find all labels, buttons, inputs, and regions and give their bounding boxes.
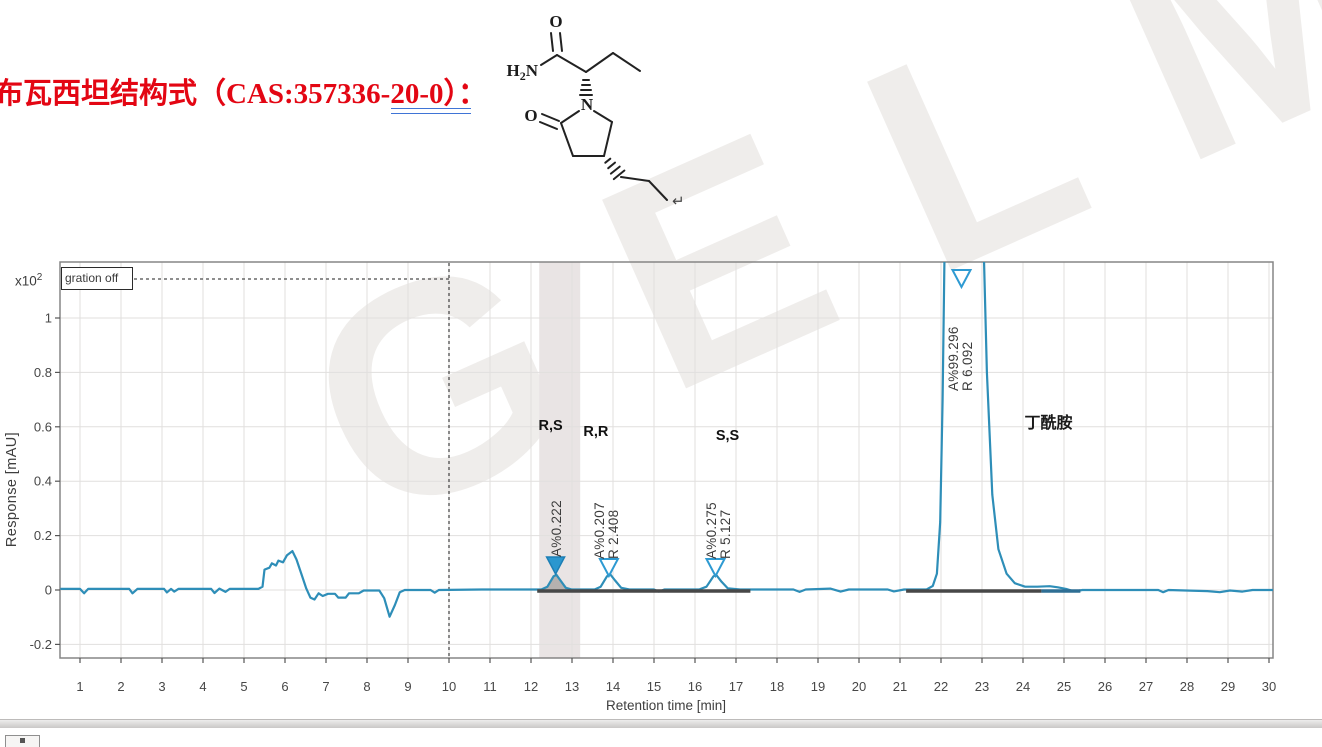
- bond: [541, 113, 560, 122]
- peak-value-label: R 6.092: [959, 341, 975, 391]
- chemical-structure: O O N H2N ↵: [506, 12, 685, 210]
- chromatogram-trace: [60, 262, 1273, 618]
- x-tick-label: 5: [240, 679, 247, 694]
- bond: [603, 121, 613, 157]
- x-tick-label: 28: [1180, 679, 1194, 694]
- bond: [620, 176, 650, 182]
- x-tick-label: 11: [483, 679, 497, 694]
- peak-marker-open-triangle: [598, 558, 620, 579]
- selection-band: [539, 262, 581, 658]
- peak-name-label: 丁酰胺: [1024, 415, 1073, 432]
- bond: [585, 52, 614, 73]
- bond: [593, 110, 613, 123]
- x-tick-label: 1: [76, 679, 83, 694]
- x-tick-label: 26: [1098, 679, 1112, 694]
- bond: [560, 122, 574, 157]
- y-tick-label: 0: [45, 583, 52, 598]
- x-tick-label: 23: [975, 679, 989, 694]
- x-tick-label: 22: [934, 679, 948, 694]
- x-tick-label: 15: [647, 679, 661, 694]
- heading-mark: ': [463, 78, 467, 103]
- x-tick-label: 6: [281, 679, 288, 694]
- x-tick-label: 4: [199, 679, 206, 694]
- window-divider-bar: [0, 719, 1322, 728]
- peak-name-label: R,R: [583, 424, 609, 440]
- x-tick-label: 29: [1221, 679, 1235, 694]
- peak-value-label: A%0.207: [591, 502, 607, 559]
- peak-value-label: R 5.127: [717, 509, 733, 559]
- bond: [550, 32, 554, 52]
- x-tick-label: 2: [117, 679, 124, 694]
- x-tick-label: 7: [322, 679, 329, 694]
- y-tick-label: 0.8: [34, 365, 52, 380]
- x-tick-label: 16: [688, 679, 702, 694]
- x-tick-label: 17: [729, 679, 743, 694]
- peak-value-label: A%99.296: [945, 326, 961, 391]
- peak-marker-open-triangle: [704, 558, 727, 579]
- peak-value-label: R 2.408: [605, 509, 621, 559]
- toolbar-button-icon: [20, 738, 25, 743]
- x-tick-label: 14: [606, 679, 620, 694]
- peak-value-label: A%0.275: [703, 502, 719, 559]
- x-tick-label: 3: [158, 679, 165, 694]
- x-tick-label: 20: [852, 679, 866, 694]
- plot-border: [59, 261, 1274, 659]
- heading-underline: [391, 108, 471, 114]
- x-tick-label: 30: [1262, 679, 1276, 694]
- x-tick-label: 18: [770, 679, 784, 694]
- toolbar-button[interactable]: [5, 735, 40, 747]
- x-tick-label: 10: [442, 679, 456, 694]
- x-tick-label: 9: [404, 679, 411, 694]
- integration-off-note: gration off: [61, 267, 133, 290]
- y-tick-label: 1: [45, 311, 52, 326]
- x-tick-label: 27: [1139, 679, 1153, 694]
- atom-label-o: O: [549, 12, 562, 31]
- x-tick-label: 19: [811, 679, 825, 694]
- x-tick-label: 21: [893, 679, 907, 694]
- return-mark: ↵: [672, 194, 685, 210]
- hash-bond: [604, 157, 612, 164]
- y-axis-title: Response [mAU]: [4, 431, 20, 548]
- x-axis-title: Retention time [min]: [605, 698, 727, 713]
- peak-name-label: R,S: [538, 418, 563, 434]
- x-tick-label: 25: [1057, 679, 1071, 694]
- x-tick-label: 12: [524, 679, 538, 694]
- x-tick-label: 8: [363, 679, 370, 694]
- atom-label-h2n: H2N: [506, 61, 538, 83]
- bond: [540, 54, 558, 66]
- hash-bond: [612, 169, 626, 181]
- atom-label-n: N: [581, 95, 594, 114]
- x-tick-label: 13: [565, 679, 579, 694]
- y-tick-label: -0.2: [30, 637, 52, 652]
- x-tick-label: 24: [1016, 679, 1030, 694]
- bond: [560, 110, 580, 124]
- peak-marker-open-triangle: [950, 269, 973, 290]
- bond: [539, 121, 558, 130]
- atom-label-o: O: [524, 106, 537, 125]
- bond: [559, 32, 563, 52]
- y-tick-label: 0.6: [34, 419, 52, 434]
- y-tick-label: 0.2: [34, 528, 52, 543]
- y-tick-label: 0.4: [34, 474, 52, 489]
- peak-name-label: S,S: [715, 428, 740, 444]
- bond: [612, 52, 641, 72]
- hash-bond: [607, 161, 616, 170]
- peak-value-label: A%0.222: [548, 500, 564, 557]
- page-title: 布瓦西坦结构式（CAS:357336-20-0）：: [0, 78, 487, 110]
- hash-bond: [609, 165, 621, 175]
- bond: [648, 180, 668, 201]
- bond: [556, 54, 587, 73]
- y-axis-scale-label: x102: [15, 272, 43, 289]
- peak-marker-filled-triangle: [545, 556, 566, 576]
